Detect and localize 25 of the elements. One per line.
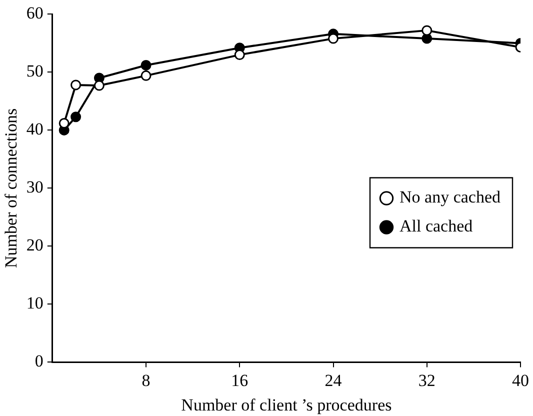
y-tick-label: 20 xyxy=(26,236,44,255)
point xyxy=(94,80,104,91)
x-tick-label: 40 xyxy=(512,370,529,390)
y-tick-label: 0 xyxy=(34,352,44,371)
point xyxy=(234,50,245,60)
x-axis-title: Number of client ’s procedures xyxy=(181,395,392,414)
y-tick-label: 60 xyxy=(26,4,44,23)
x-tick-label: 8 xyxy=(142,370,150,390)
y-axis-title: Number of connections xyxy=(2,108,21,268)
x-tick-label: 16 xyxy=(231,370,248,390)
y-tick-label: 30 xyxy=(26,178,44,197)
point xyxy=(328,33,339,44)
y-tick-label: 10 xyxy=(26,294,44,313)
y-tick-label: 40 xyxy=(26,120,44,139)
point xyxy=(140,70,152,81)
point xyxy=(70,80,82,90)
point xyxy=(58,118,70,128)
point xyxy=(70,112,82,122)
y-tick-label: 50 xyxy=(26,62,44,81)
x-tick-label: 32 xyxy=(418,370,436,390)
point xyxy=(422,25,432,36)
legend-label: All cached xyxy=(399,216,474,236)
x-tick-label: 24 xyxy=(324,370,342,390)
legend-label: No any cached xyxy=(399,188,501,207)
point xyxy=(140,60,152,70)
